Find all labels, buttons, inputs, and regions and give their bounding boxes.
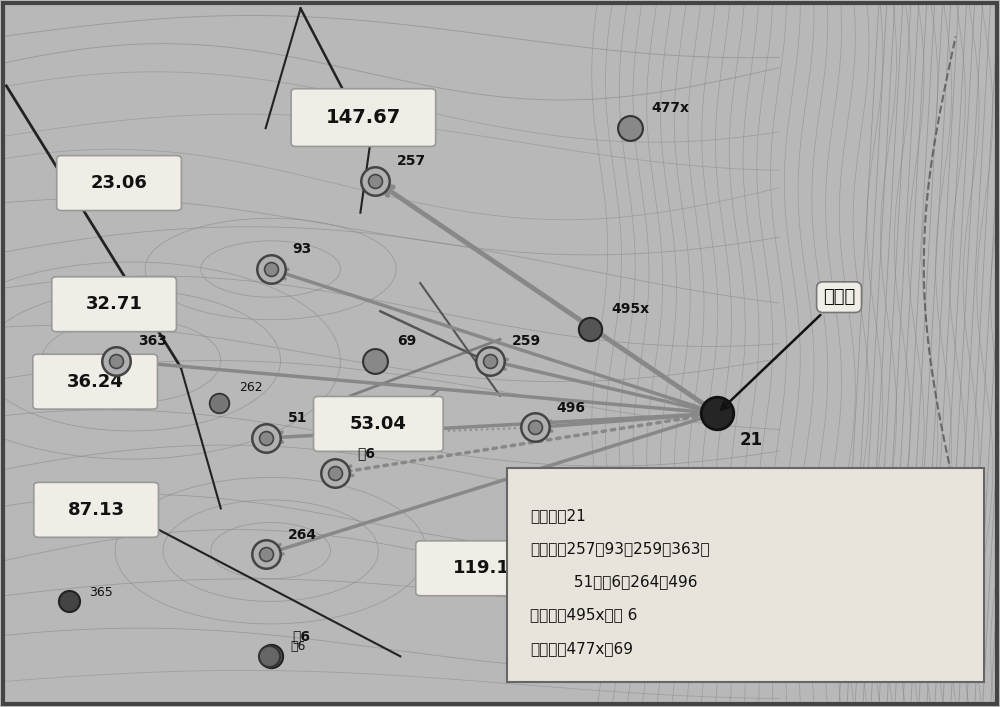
Text: 新增井：477x、69: 新增井：477x、69 — [530, 641, 633, 655]
Text: 477x: 477x — [652, 102, 690, 115]
FancyBboxPatch shape — [507, 467, 984, 682]
Text: 36.24: 36.24 — [67, 373, 124, 391]
Text: 覂6: 覂6 — [357, 447, 375, 460]
Point — [258, 433, 274, 444]
Point — [527, 422, 543, 433]
FancyBboxPatch shape — [314, 397, 443, 451]
Point — [367, 175, 383, 187]
Text: 平6: 平6 — [291, 640, 306, 653]
Text: 262: 262 — [239, 381, 262, 395]
Point — [263, 650, 279, 662]
Point — [582, 323, 598, 334]
Text: 93: 93 — [293, 243, 312, 257]
Text: 见剂井：257、93、259、363、: 见剂井：257、93、259、363、 — [530, 542, 710, 556]
Text: 496: 496 — [557, 401, 586, 415]
Text: 53.04: 53.04 — [350, 415, 407, 433]
Text: 69: 69 — [397, 334, 417, 348]
FancyBboxPatch shape — [416, 541, 560, 596]
FancyBboxPatch shape — [291, 88, 436, 146]
Text: 检测井：495x、六 6: 检测井：495x、六 6 — [530, 607, 637, 623]
Text: 259: 259 — [512, 334, 541, 348]
Text: 32.71: 32.71 — [86, 296, 143, 313]
Text: 23.06: 23.06 — [91, 174, 147, 192]
Text: 注剂井：21: 注剂井：21 — [530, 508, 586, 523]
Text: 51: 51 — [288, 411, 307, 426]
Point — [482, 355, 498, 366]
Point — [622, 122, 638, 134]
Text: 495x: 495x — [612, 302, 650, 316]
FancyBboxPatch shape — [33, 354, 157, 409]
FancyBboxPatch shape — [34, 482, 158, 537]
Point — [709, 408, 725, 419]
Text: 365: 365 — [89, 585, 113, 599]
Text: 363: 363 — [138, 334, 167, 348]
Point — [258, 433, 274, 444]
Text: 六6: 六6 — [293, 630, 311, 643]
Text: 264: 264 — [288, 527, 317, 542]
Point — [261, 650, 277, 662]
Text: 87.13: 87.13 — [68, 501, 125, 519]
Point — [263, 263, 279, 274]
Point — [263, 263, 279, 274]
Text: 119.15: 119.15 — [453, 559, 523, 578]
Text: 51、覂6、264、496: 51、覂6、264、496 — [530, 575, 697, 590]
Point — [527, 422, 543, 433]
Text: 257: 257 — [397, 154, 426, 168]
Point — [108, 355, 124, 366]
Point — [211, 397, 227, 409]
Point — [258, 549, 274, 560]
FancyBboxPatch shape — [52, 276, 176, 332]
Point — [367, 355, 383, 366]
Point — [482, 355, 498, 366]
Text: 147.67: 147.67 — [326, 108, 401, 127]
Point — [327, 467, 343, 479]
Point — [367, 175, 383, 187]
Point — [61, 596, 77, 607]
FancyBboxPatch shape — [57, 156, 181, 211]
Point — [108, 355, 124, 366]
Text: 注剂井: 注剂井 — [721, 288, 855, 409]
Point — [258, 549, 274, 560]
Text: 21: 21 — [739, 431, 762, 449]
Point — [327, 467, 343, 479]
